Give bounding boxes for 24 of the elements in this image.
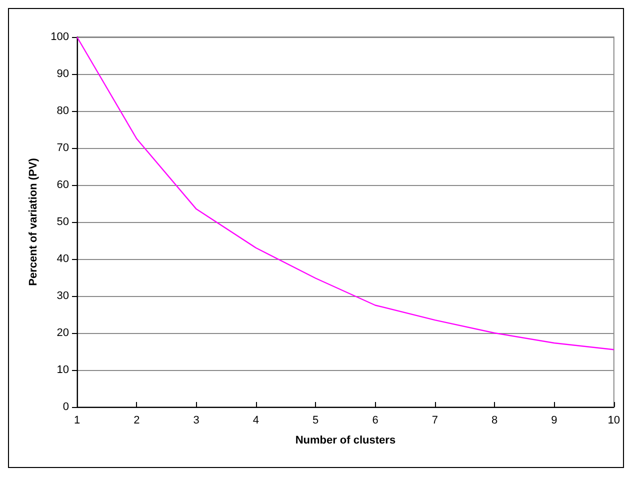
x-tick-label: 3 [193,414,200,426]
x-tick-label: 10 [608,414,620,426]
y-tick-label: 20 [56,327,69,339]
x-axis-title: Number of clusters [295,434,396,446]
x-tick-label: 1 [74,414,80,426]
y-tick-label: 0 [62,401,69,413]
y-axis-title: Percent of variation (PV) [28,158,40,286]
x-tick-label: 9 [551,414,558,426]
y-tick-label: 30 [56,290,69,302]
y-tick-label: 70 [56,142,69,154]
y-tick-label: 100 [50,31,69,43]
x-tick-label: 2 [134,414,140,426]
x-tick-label: 8 [492,414,498,426]
y-tick-label: 80 [56,105,69,117]
x-tick-label: 5 [312,414,319,426]
y-tick-label: 60 [56,179,69,191]
y-tick-label: 10 [56,364,69,376]
y-tick-label: 90 [56,68,69,80]
x-tick-label: 4 [252,414,260,426]
x-tick-label: 6 [372,414,378,426]
y-tick-label: 50 [56,216,69,228]
x-tick-label: 7 [432,414,438,426]
line-series [76,36,614,350]
y-tick-label: 40 [56,253,69,265]
